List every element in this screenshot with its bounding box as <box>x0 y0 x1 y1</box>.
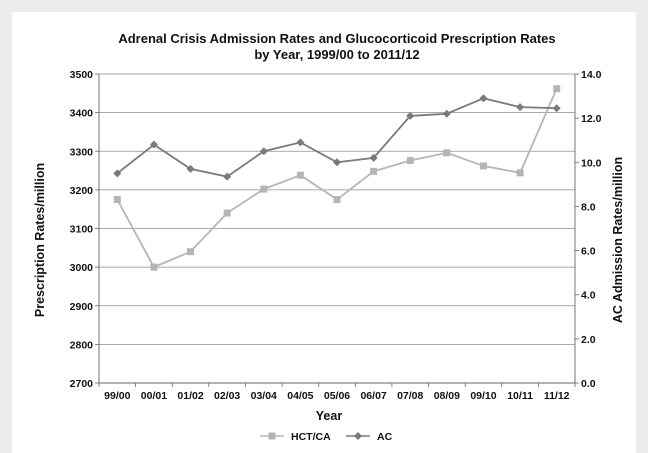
data-point-ac <box>442 109 451 118</box>
left-tick-label: 2700 <box>70 378 94 390</box>
gridlines <box>99 73 575 384</box>
data-point-ac <box>186 164 195 173</box>
data-point-ac <box>516 103 525 112</box>
left-tick-label: 2900 <box>70 301 94 313</box>
series-layer <box>113 85 561 271</box>
x-tick-label: 02/03 <box>214 390 240 402</box>
left-tick-label: 2800 <box>70 339 94 351</box>
data-point-ac <box>369 153 378 162</box>
x-tick-label: 09/10 <box>470 390 496 402</box>
left-axis-ticks: 2700 2800 2900 3000 3100 3200 3300 3400 3500 <box>70 69 99 390</box>
data-point-hct-ca <box>333 196 341 204</box>
data-point-hct-ca <box>516 169 524 177</box>
legend-marker-ac <box>354 432 362 440</box>
x-tick-label: 10/11 <box>507 390 533 402</box>
y-axis-label-right: AC Admission Rates/million <box>611 157 625 323</box>
x-tick-label: 99/00 <box>104 390 130 402</box>
legend: HCT/CA AC <box>260 431 393 443</box>
legend-label-ac: AC <box>377 431 393 443</box>
x-axis-ticks: 99/00 00/01 01/02 02/03 03/04 04/05 05/06 06/07… <box>98 383 576 402</box>
chart-title-line2: by Year, 1999/00 to 2011/12 <box>254 47 419 62</box>
data-point-hct-ca <box>479 162 487 170</box>
legend-label-hct: HCT/CA <box>291 431 331 443</box>
data-point-hct-ca <box>150 263 158 271</box>
x-tick-label: 03/04 <box>251 390 277 402</box>
data-point-hct-ca <box>553 85 561 93</box>
data-point-ac <box>333 158 341 167</box>
data-point-hct-ca <box>113 196 121 204</box>
data-point-ac <box>223 172 232 181</box>
line-chart: Adrenal Crisis Admission Rates and Gluco… <box>33 31 625 443</box>
x-tick-label: 08/09 <box>434 390 460 402</box>
data-point-hct-ca <box>260 185 268 193</box>
right-tick-label: 2.0 <box>581 334 596 346</box>
left-tick-label: 3000 <box>70 262 94 274</box>
right-tick-label: 10.0 <box>581 157 602 169</box>
data-point-ac <box>296 138 305 147</box>
right-tick-label: 12.0 <box>581 113 602 125</box>
data-point-ac <box>479 94 488 103</box>
x-tick-label: 11/12 <box>544 390 570 402</box>
right-tick-label: 14.0 <box>581 69 602 81</box>
left-tick-label: 3100 <box>70 224 94 236</box>
y-axis-label-left: Prescription Rates/million <box>33 163 47 317</box>
chart-title-line1: Adrenal Crisis Admission Rates and Gluco… <box>118 31 555 46</box>
left-tick-label: 3300 <box>70 146 94 158</box>
left-tick-label: 3400 <box>70 108 94 120</box>
data-point-ac <box>149 140 158 149</box>
right-tick-label: 6.0 <box>581 246 596 258</box>
data-point-hct-ca <box>370 167 378 175</box>
data-point-hct-ca <box>296 171 304 179</box>
x-tick-label: 04/05 <box>287 390 313 402</box>
x-tick-label: 06/07 <box>360 390 386 402</box>
x-axis-label: Year <box>316 409 343 423</box>
left-tick-label: 3200 <box>70 185 94 197</box>
legend-item-hct: HCT/CA <box>260 431 331 443</box>
left-tick-label: 3500 <box>70 69 94 81</box>
data-point-hct-ca <box>406 157 414 165</box>
right-tick-label: 4.0 <box>581 290 596 302</box>
x-tick-label: 05/06 <box>324 390 350 402</box>
legend-marker-hct <box>268 432 276 440</box>
x-tick-label: 07/08 <box>397 390 423 402</box>
data-point-hct-ca <box>223 209 231 217</box>
x-tick-label: 01/02 <box>177 390 203 402</box>
right-tick-label: 0.0 <box>581 378 596 390</box>
right-tick-label: 8.0 <box>581 201 596 213</box>
chart-panel: Adrenal Crisis Admission Rates and Gluco… <box>12 12 636 453</box>
x-tick-label: 00/01 <box>141 390 167 402</box>
data-point-hct-ca <box>443 149 451 157</box>
right-axis-ticks: 0.0 2.0 4.0 6.0 8.0 10.0 12.0 14.0 <box>575 69 602 390</box>
data-point-ac <box>406 111 415 120</box>
data-point-hct-ca <box>187 248 195 256</box>
data-point-ac <box>113 169 122 178</box>
series-line-hct-ca <box>116 88 558 269</box>
data-point-ac <box>259 147 268 156</box>
legend-item-ac: AC <box>346 431 393 443</box>
data-point-ac <box>552 104 561 113</box>
